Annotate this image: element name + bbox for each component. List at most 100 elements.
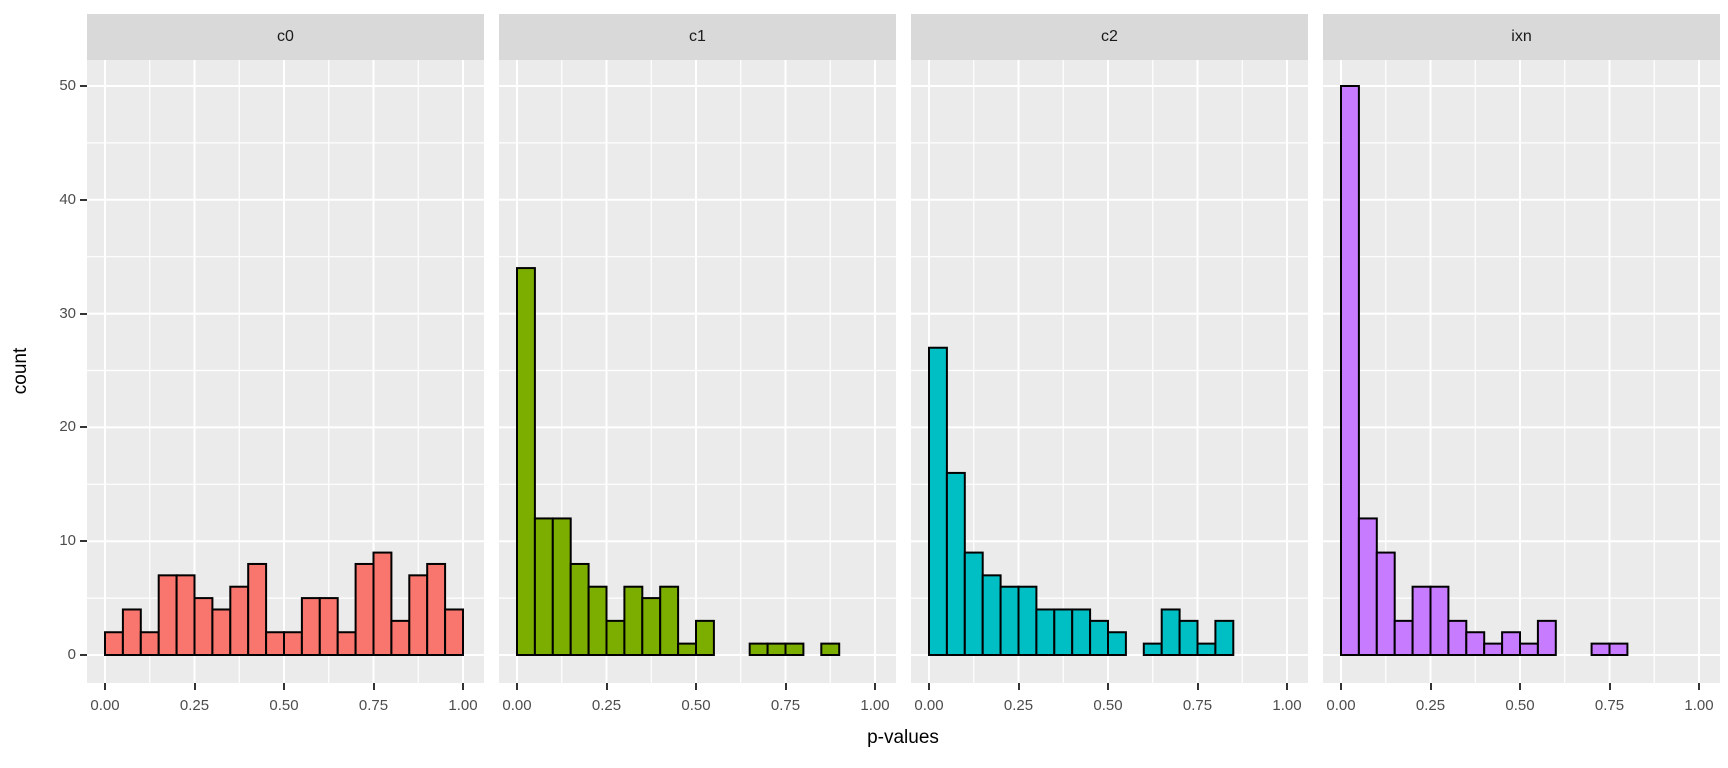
y-tick-label-30: 30 — [59, 304, 76, 322]
histogram-bar-c0-bin3 — [157, 574, 178, 657]
x-tick-label-c0-1.00: 1.00 — [448, 697, 478, 714]
histogram-bar-c0-bin12 — [318, 597, 339, 656]
histogram-bar-c2-bin13 — [1160, 608, 1181, 656]
histogram-bar-c0-bin14 — [354, 562, 375, 656]
histogram-bar-c0-bin16 — [390, 619, 411, 656]
histogram-bar-c1-bin4 — [587, 585, 608, 656]
histogram-bar-c1-bin14 — [766, 642, 787, 656]
x-tick-mark-c0-0.00 — [104, 683, 106, 690]
histogram-bar-c0-bin13 — [336, 631, 357, 656]
x-tick-label-c0-0.25: 0.25 — [179, 697, 210, 714]
facet-strip-ixn: ixn — [1323, 14, 1720, 60]
x-tick-mark-c1-0.25 — [605, 683, 608, 690]
histogram-bar-c2-bin15 — [1196, 642, 1217, 656]
histogram-bar-c1-bin13 — [748, 642, 769, 656]
histogram-bar-c0-bin4 — [175, 574, 196, 657]
x-tick-mark-c2-0.50 — [1107, 683, 1109, 690]
histogram-bar-c1-bin5 — [605, 619, 626, 656]
x-tick-label-ixn-0.75: 0.75 — [1594, 697, 1625, 714]
x-tick-label-ixn-0.00: 0.00 — [1326, 697, 1356, 714]
x-tick-label-c2-0.50: 0.50 — [1093, 697, 1123, 714]
y-tick-mark-0 — [80, 654, 87, 656]
x-tick-label-c1-0.75: 0.75 — [770, 697, 801, 714]
x-tick-label-c2-0.25: 0.25 — [1003, 697, 1034, 714]
histogram-bar-ixn-bin3 — [1393, 619, 1414, 656]
x-tick-label-c0-0.75: 0.75 — [358, 697, 389, 714]
x-tick-mark-c1-0.75 — [784, 683, 787, 690]
x-tick-label-ixn-0.50: 0.50 — [1505, 697, 1535, 714]
facet-strip-c1: c1 — [499, 14, 896, 60]
histogram-bar-c2-bin12 — [1142, 642, 1163, 656]
histogram-bar-c0-bin19 — [444, 608, 465, 656]
y-tick-label-50: 50 — [59, 77, 76, 94]
x-tick-label-c2-0.00: 0.00 — [914, 697, 944, 714]
histogram-bar-c0-bin10 — [283, 631, 303, 656]
histogram-bar-c1-bin17 — [820, 642, 841, 656]
histogram-bar-c1-bin3 — [569, 562, 590, 656]
histogram-bar-ixn-bin9 — [1501, 631, 1522, 656]
histogram-bar-ixn-bin8 — [1483, 642, 1504, 656]
histogram-bar-c0-bin7 — [229, 585, 250, 656]
x-tick-label-c1-0.50: 0.50 — [681, 697, 711, 714]
histogram-bar-ixn-bin6 — [1447, 619, 1468, 656]
y-tick-label-0: 0 — [67, 646, 76, 663]
histogram-bar-c1-bin8 — [659, 585, 680, 656]
histogram-bar-ixn-bin2 — [1375, 551, 1396, 656]
x-tick-mark-ixn-0.50 — [1519, 683, 1521, 690]
histogram-bar-c2-bin14 — [1178, 619, 1199, 656]
x-tick-label-ixn-1.00: 1.00 — [1684, 697, 1714, 714]
x-tick-mark-c1-0.50 — [695, 683, 697, 690]
histogram-bar-c0-bin9 — [265, 631, 286, 656]
x-tick-mark-ixn-0.75 — [1608, 683, 1611, 690]
histogram-bar-c0-bin18 — [426, 562, 447, 656]
y-tick-mark-40 — [80, 198, 87, 201]
x-tick-label-c1-0.25: 0.25 — [591, 697, 622, 714]
x-tick-label-c2-1.00: 1.00 — [1272, 697, 1302, 714]
histogram-bar-ixn-bin14 — [1590, 642, 1611, 656]
y-tick-label-40: 40 — [59, 190, 76, 208]
histogram-bar-ixn-bin0 — [1340, 85, 1360, 656]
x-tick-mark-c2-0.00 — [928, 683, 930, 690]
histogram-c0 — [87, 60, 484, 683]
x-tick-label-c0-0.50: 0.50 — [269, 697, 299, 714]
histogram-bar-c2-bin8 — [1071, 608, 1092, 656]
histogram-bar-c2-bin1 — [945, 471, 966, 657]
histogram-bar-c1-bin15 — [784, 642, 805, 656]
histogram-c1 — [499, 60, 896, 683]
histogram-bar-c1-bin9 — [677, 642, 698, 656]
x-tick-mark-c0-0.25 — [193, 683, 196, 690]
x-tick-mark-c0-0.75 — [372, 683, 375, 690]
x-tick-mark-c1-0.00 — [516, 683, 518, 690]
x-tick-label-ixn-0.25: 0.25 — [1415, 697, 1446, 714]
histogram-ixn — [1323, 60, 1720, 683]
facet-strip-c2: c2 — [911, 14, 1308, 60]
histogram-bar-c0-bin6 — [211, 608, 232, 656]
x-tick-mark-c2-0.75 — [1196, 683, 1199, 690]
y-tick-mark-10 — [80, 540, 87, 543]
histogram-bar-ixn-bin4 — [1411, 585, 1432, 656]
x-tick-mark-c2-1.00 — [1286, 683, 1288, 690]
histogram-bar-c2-bin3 — [981, 574, 1002, 657]
histogram-bar-ixn-bin5 — [1429, 585, 1450, 656]
facet-strip-c0: c0 — [87, 14, 484, 60]
histogram-bar-c1-bin1 — [533, 517, 554, 656]
histogram-bar-c1-bin7 — [641, 597, 662, 656]
histogram-bar-c0-bin8 — [247, 562, 268, 656]
histogram-bar-c1-bin10 — [695, 619, 715, 656]
x-tick-mark-c2-0.25 — [1017, 683, 1020, 690]
x-tick-mark-c0-1.00 — [462, 683, 464, 690]
y-tick-mark-30 — [80, 312, 87, 315]
histogram-bar-c0-bin0 — [104, 631, 124, 656]
histogram-bar-c1-bin6 — [623, 585, 644, 656]
x-tick-label-c0-0.00: 0.00 — [90, 697, 120, 714]
y-axis-title: count — [10, 347, 31, 395]
histogram-bar-c2-bin7 — [1053, 608, 1074, 656]
histogram-bar-ixn-bin15 — [1608, 642, 1629, 656]
y-tick-mark-20 — [80, 426, 87, 429]
x-tick-label-c2-0.75: 0.75 — [1182, 697, 1213, 714]
histogram-bar-c0-bin17 — [408, 574, 429, 657]
x-axis-title: p-values — [867, 727, 939, 748]
x-tick-mark-ixn-1.00 — [1698, 683, 1700, 690]
histogram-bar-c2-bin9 — [1089, 619, 1110, 656]
